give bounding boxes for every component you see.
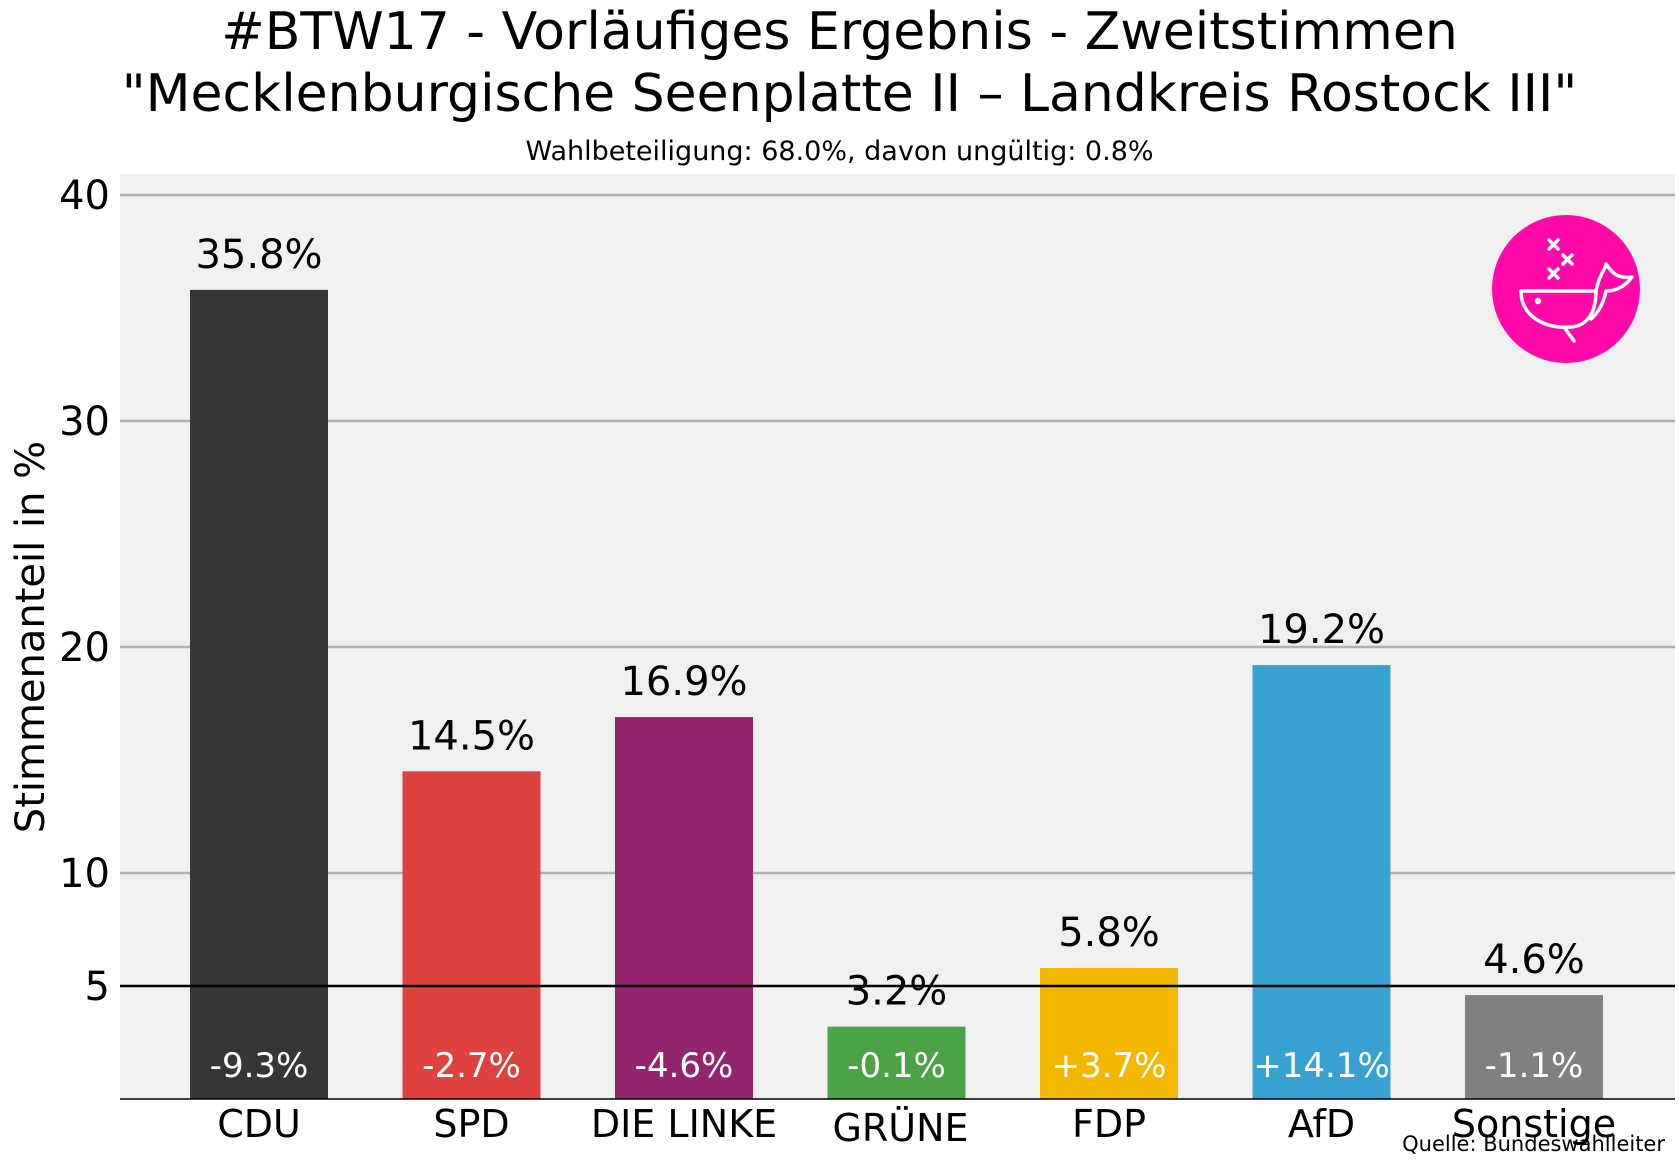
bar (402, 771, 541, 1099)
bar-change-label: -0.1% (847, 1046, 946, 1086)
y-axis-label: Stimmenanteil in % (8, 441, 54, 833)
y-tick-label: 5 (85, 964, 110, 1010)
bar-value-label: 19.2% (1258, 607, 1385, 653)
bar-change-label: +3.7% (1052, 1046, 1167, 1086)
gridlines (120, 193, 1675, 875)
chart-title: #BTW17 - Vorläufiges Ergebnis - Zweitsti… (221, 2, 1458, 62)
logo (1492, 215, 1640, 363)
x-tick-label: Sonstige (1452, 1102, 1616, 1146)
y-tick-label: 30 (59, 399, 110, 445)
bar (190, 289, 328, 1099)
bar-value-label: 3.2% (846, 969, 948, 1015)
bar (827, 1026, 966, 1099)
x-tick-label: DIE LINKE (591, 1102, 777, 1146)
x-axis-ticks: CDU SPD DIE LINKE GRÜNE FDP AfD Sonstige (217, 1102, 1616, 1150)
plot-area (120, 174, 1675, 1099)
bar-value-label: 4.6% (1483, 937, 1585, 983)
bar (1465, 995, 1603, 1099)
bar-value-label: 35.8% (195, 232, 322, 278)
bar-value-label: 14.5% (408, 713, 535, 759)
bar-value-label: 5.8% (1058, 910, 1160, 956)
chart-subtitle: Wahlbeteiligung: 68.0%, davon ungültig: … (525, 136, 1154, 167)
bar (1040, 967, 1178, 1099)
y-axis-ticks: 5 10 20 30 40 (59, 173, 110, 1010)
x-tick-label: SPD (433, 1102, 509, 1146)
bar-change-label: -9.3% (210, 1046, 309, 1086)
bar-value-label: 16.9% (620, 659, 747, 705)
bar-change-label: -1.1% (1485, 1046, 1584, 1086)
bar-change-label: +14.1% (1253, 1046, 1390, 1086)
y-tick-label: 20 (59, 625, 110, 671)
x-tick-label: GRÜNE (832, 1106, 968, 1150)
y-tick-label: 40 (59, 173, 110, 219)
whale-icon (1519, 238, 1634, 343)
x-tick-label: AfD (1288, 1102, 1355, 1146)
chart-title-line2: "Mecklenburgische Seenplatte II – Landkr… (121, 64, 1578, 124)
source-note: Quelle: Bundeswahlleiter (1402, 1132, 1665, 1156)
bar-change-label: -4.6% (635, 1046, 734, 1086)
bars (190, 289, 1603, 1099)
bar-change-label: -2.7% (422, 1046, 521, 1086)
x-tick-label: CDU (217, 1102, 301, 1146)
bar (615, 717, 753, 1099)
bar-labels: 35.8% -9.3% 14.5% -2.7% 16.9% -4.6% 3.2% -0.1% 5… (195, 232, 1584, 1086)
x-tick-label: FDP (1072, 1102, 1146, 1146)
y-tick-label: 10 (59, 851, 110, 897)
bar (1252, 665, 1391, 1099)
